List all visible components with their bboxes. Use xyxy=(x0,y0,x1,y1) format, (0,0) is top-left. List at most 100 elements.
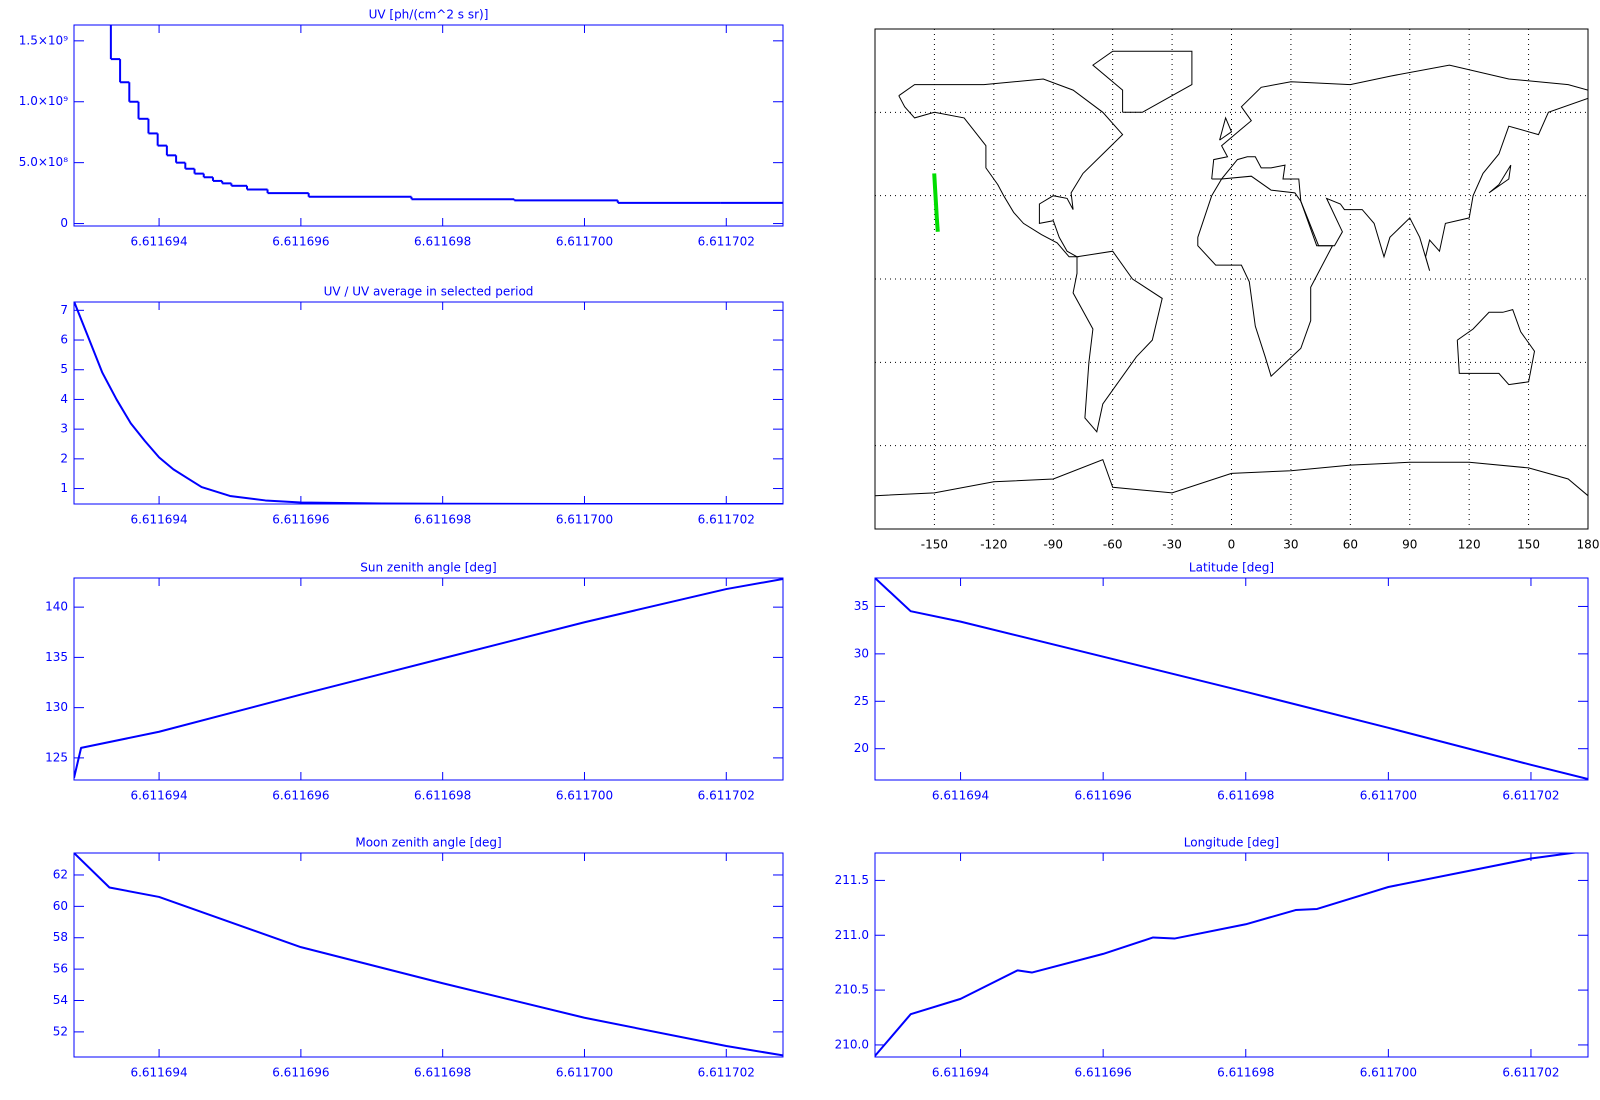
plot-area xyxy=(875,578,1588,780)
x-tick-label: -150 xyxy=(921,538,948,552)
x-tick-label: 0 xyxy=(1228,538,1236,552)
plot-frame xyxy=(874,852,1589,1058)
plot-frame xyxy=(73,24,784,227)
plot-area xyxy=(74,302,783,504)
x-tick-label: 6.611698 xyxy=(414,513,471,527)
x-tick-label: 6.611700 xyxy=(1360,1066,1417,1080)
x-tick-label: 6.611694 xyxy=(130,789,187,803)
y-tick-label: 30 xyxy=(854,646,869,660)
y-tick-label: 210.5 xyxy=(835,983,869,997)
data-line xyxy=(875,853,1580,1057)
y-tick-label: 2 xyxy=(60,451,68,465)
x-tick-label: 6.611694 xyxy=(130,1066,187,1080)
x-tick-label: 6.611696 xyxy=(1075,1066,1132,1080)
y-tick-label: 62 xyxy=(53,867,68,881)
x-tick-label: 6.611698 xyxy=(414,1066,471,1080)
plot-frame xyxy=(874,28,1589,530)
map-panel: -150 -120 -90 -60 -30 0 30 60 90 120 150 180 xyxy=(874,28,1600,552)
chart-panel: UV / UV average in selected period 6.6116… xyxy=(60,285,784,527)
x-tick-label: -120 xyxy=(980,538,1007,552)
x-tick-label: 90 xyxy=(1402,538,1417,552)
ground-track xyxy=(932,173,940,232)
coastline xyxy=(1072,250,1163,433)
data-line xyxy=(74,578,783,779)
x-tick-label: 30 xyxy=(1283,538,1298,552)
x-tick-label: 6.611694 xyxy=(130,235,187,249)
x-tick-label: 6.611700 xyxy=(556,789,613,803)
y-tick-label: 125 xyxy=(45,750,68,764)
plot-frame xyxy=(874,577,1589,781)
y-tick-label: 211.5 xyxy=(835,873,869,887)
x-tick-label: 180 xyxy=(1577,538,1600,552)
x-tick-label: 6.611696 xyxy=(272,513,329,527)
chart-title: Latitude [deg] xyxy=(1189,561,1274,575)
x-tick-label: 6.611700 xyxy=(1360,789,1417,803)
chart-title: Longitude [deg] xyxy=(1184,836,1279,850)
y-tick-label: 56 xyxy=(53,962,68,976)
x-tick-label: 6.611702 xyxy=(1502,789,1559,803)
plot-area xyxy=(875,50,1588,497)
y-tick-label: 20 xyxy=(854,741,869,755)
x-tick-label: 6.611694 xyxy=(932,789,989,803)
y-tick-label: 1.5×10⁹ xyxy=(19,33,68,47)
coastline xyxy=(1456,308,1536,386)
y-tick-label: 140 xyxy=(45,600,68,614)
y-tick-label: 135 xyxy=(45,650,68,664)
x-tick-label: 6.611694 xyxy=(932,1066,989,1080)
x-tick-label: 6.611694 xyxy=(130,513,187,527)
chart-title: Moon zenith angle [deg] xyxy=(355,836,501,850)
coastline xyxy=(1488,164,1512,194)
chart-panel: UV [ph/(cm^2 s sr)] 6.611694 6.611696 6.611… xyxy=(19,8,784,249)
y-tick-label: 52 xyxy=(53,1024,68,1038)
x-tick-label: 6.611702 xyxy=(698,1066,755,1080)
x-tick-label: 6.611700 xyxy=(556,1066,613,1080)
y-tick-label: 5 xyxy=(60,362,68,376)
chart-title: UV / UV average in selected period xyxy=(324,285,534,299)
x-tick-label: -30 xyxy=(1162,538,1182,552)
y-tick-label: 60 xyxy=(53,899,68,913)
y-tick-label: 35 xyxy=(854,599,869,613)
x-tick-label: 6.611702 xyxy=(698,235,755,249)
x-tick-label: 6.611698 xyxy=(1217,789,1274,803)
x-tick-label: 6.611702 xyxy=(698,513,755,527)
coastline xyxy=(1211,64,1588,271)
x-tick-label: 6.611700 xyxy=(556,513,613,527)
x-tick-label: 6.611696 xyxy=(272,1066,329,1080)
x-tick-label: -90 xyxy=(1043,538,1063,552)
y-tick-label: 5.0×10⁸ xyxy=(19,155,68,169)
x-tick-label: 60 xyxy=(1343,538,1358,552)
y-tick-label: 25 xyxy=(854,694,869,708)
plot-frame xyxy=(73,577,784,781)
coastline xyxy=(898,78,1124,258)
chart-title: Sun zenith angle [deg] xyxy=(360,561,496,575)
coastline xyxy=(1092,50,1193,113)
x-tick-label: 6.611696 xyxy=(272,235,329,249)
y-tick-label: 211.0 xyxy=(835,928,869,942)
chart-panel: Latitude [deg] 6.611694 6.611696 6.611698 6.… xyxy=(854,561,1589,803)
plot-area xyxy=(74,578,783,779)
x-tick-label: 150 xyxy=(1517,538,1540,552)
y-tick-label: 58 xyxy=(53,930,68,944)
chart-panel: Moon zenith angle [deg] 6.611694 6.611696 6… xyxy=(53,836,784,1080)
y-tick-label: 54 xyxy=(53,993,68,1007)
y-tick-label: 210.0 xyxy=(835,1037,869,1051)
y-tick-label: 6 xyxy=(60,333,68,347)
x-tick-label: 6.611698 xyxy=(414,235,471,249)
plot-area xyxy=(875,853,1580,1057)
y-tick-label: 0 xyxy=(60,216,68,230)
coastline xyxy=(1197,175,1334,378)
y-tick-label: 3 xyxy=(60,422,68,436)
plot-area xyxy=(109,25,783,204)
data-line xyxy=(875,578,1588,780)
y-tick-label: 1 xyxy=(60,481,68,495)
y-tick-label: 130 xyxy=(45,700,68,714)
coastline xyxy=(875,458,1588,497)
x-tick-label: 6.611696 xyxy=(272,789,329,803)
x-tick-label: 6.611702 xyxy=(698,789,755,803)
plot-frame xyxy=(73,301,784,505)
plot-frame xyxy=(73,852,784,1058)
x-tick-label: 6.611696 xyxy=(1075,789,1132,803)
y-tick-label: 1.0×10⁹ xyxy=(19,94,68,108)
